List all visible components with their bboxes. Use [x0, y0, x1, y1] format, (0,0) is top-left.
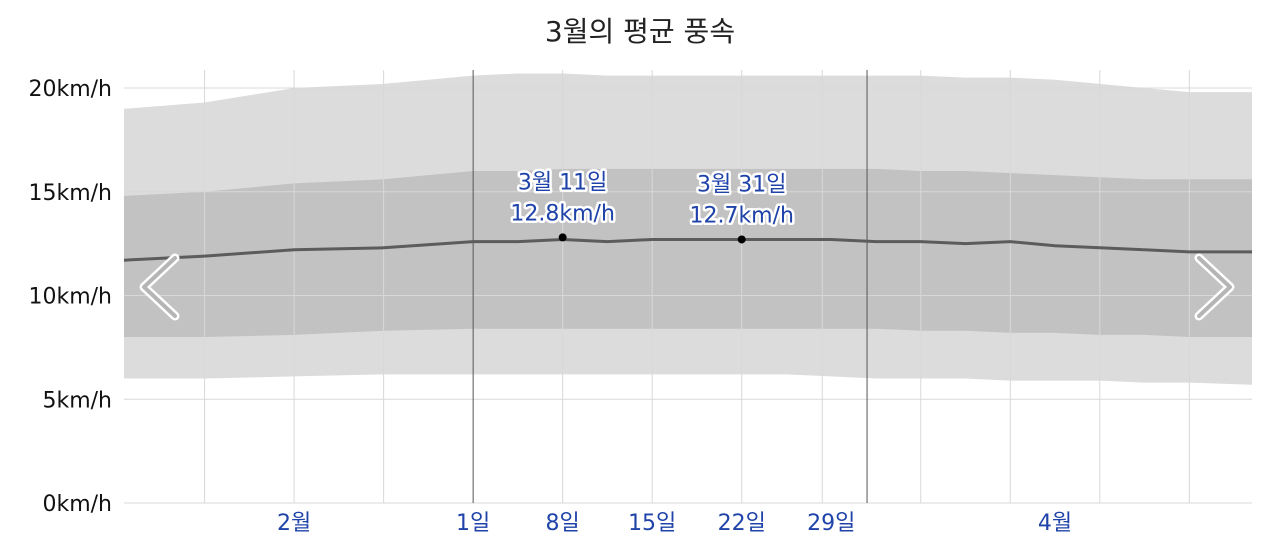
y-tick-label: 0km/h: [42, 492, 112, 517]
band-p25-p75: [124, 168, 1252, 337]
chevron-right-icon-stroke: [1197, 256, 1232, 318]
x-axis-ticks: 2월 1일 8일 15일 22일 29일 4월: [277, 511, 1072, 536]
x-tick-label: 29일: [807, 511, 855, 536]
chevron-left-icon-stroke: [142, 256, 177, 318]
y-tick-label: 15km/h: [28, 181, 112, 206]
x-tick-label: 15일: [628, 511, 676, 536]
annotation-marker: [558, 233, 567, 242]
chart-title: 3월의 평균 풍속: [544, 15, 736, 48]
annotations: 3월 11일 12.8km/h 3월 31일 12.7km/h: [508, 168, 796, 244]
y-axis-ticks: 0km/h 5km/h 10km/h 15km/h 20km/h: [28, 77, 112, 517]
annotation-value-label: 12.7km/h: [689, 203, 794, 228]
x-tick-label: 8일: [546, 511, 580, 536]
gridlines: [124, 70, 1252, 504]
annotation-date-label: 3월 31일: [697, 172, 786, 197]
percentile-bands: [124, 73, 1252, 385]
x-tick-label: 4월: [1038, 511, 1072, 536]
median-series: [123, 237, 1252, 262]
x-tick-label: 2월: [277, 511, 311, 536]
y-tick-label: 5km/h: [42, 388, 112, 413]
annotation-marker: [737, 235, 746, 244]
x-tick-label: 1일: [456, 511, 490, 536]
next-button[interactable]: [1192, 248, 1246, 328]
annotation-date-label: 3월 11일: [518, 170, 607, 195]
x-tick-label: 22일: [718, 511, 766, 536]
prev-button[interactable]: [132, 248, 186, 328]
median-line: [123, 237, 1252, 262]
y-tick-label: 10km/h: [28, 285, 112, 310]
y-tick-label: 20km/h: [28, 77, 112, 102]
annotation-value-label: 12.8km/h: [510, 201, 615, 226]
